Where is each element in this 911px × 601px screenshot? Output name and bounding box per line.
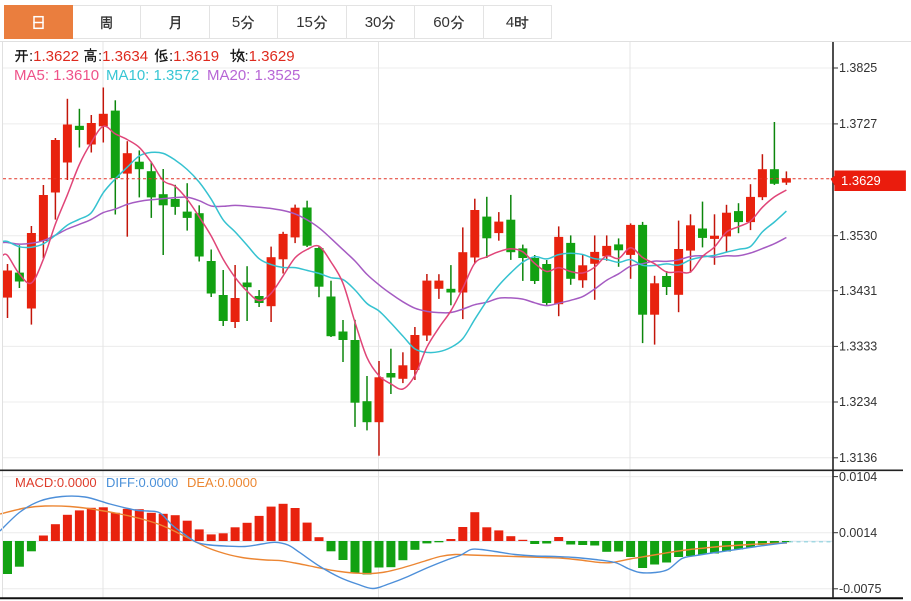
svg-text:1.3136: 1.3136 — [839, 451, 877, 465]
svg-text:0.0104: 0.0104 — [839, 470, 877, 484]
svg-text:-0.0075: -0.0075 — [839, 582, 881, 596]
svg-text:1.3431: 1.3431 — [839, 284, 877, 298]
svg-text:1.3727: 1.3727 — [839, 117, 877, 131]
svg-text:1.3825: 1.3825 — [839, 61, 877, 75]
svg-text:1.3234: 1.3234 — [839, 395, 877, 409]
svg-text:0.0014: 0.0014 — [839, 526, 877, 540]
svg-text:1.3629: 1.3629 — [841, 173, 881, 188]
svg-text:1.3530: 1.3530 — [839, 229, 877, 243]
svg-text:1.3333: 1.3333 — [839, 340, 877, 354]
